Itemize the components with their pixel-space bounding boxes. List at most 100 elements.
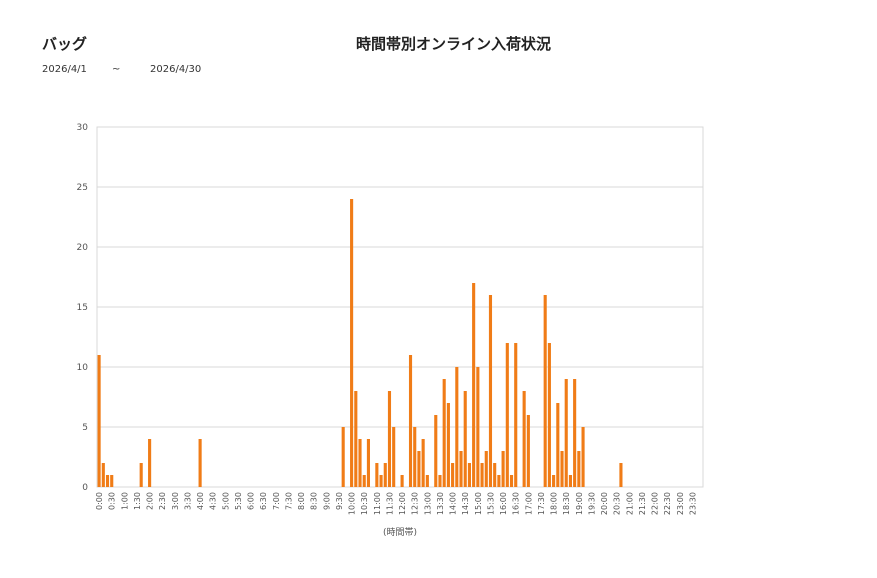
x-tick-label: 11:00 [373,492,382,515]
y-tick-label: 0 [82,483,88,493]
bar [552,475,556,487]
bar [366,439,370,487]
bar [564,379,568,487]
x-tick-label: 7:30 [284,492,293,510]
bar [556,403,560,487]
bar [451,463,455,487]
bar [497,475,501,487]
x-tick-label: 15:30 [486,492,495,515]
x-tick-label: 3:30 [183,492,192,510]
y-tick-label: 15 [77,303,88,313]
x-tick-label: 21:00 [625,492,634,515]
bar [459,451,463,487]
bar [509,475,514,487]
x-tick-label: 18:00 [550,492,559,515]
x-tick-label: 0:30 [108,492,117,510]
bar [358,439,362,487]
x-tick-label: 14:00 [449,492,458,515]
bar [341,427,345,487]
bar [362,475,366,487]
bar [198,439,202,487]
x-tick-label: 8:00 [297,492,306,510]
x-tick-label: 12:30 [411,492,420,515]
bar [417,451,421,487]
x-tick-label: 4:30 [209,492,218,510]
bar [522,391,526,487]
bar [350,199,354,487]
date-to: 2026/4/30 [150,64,202,75]
x-tick-label: 19:00 [575,492,584,515]
x-tick-label: 6:00 [247,492,256,510]
x-tick-label: 17:30 [537,492,546,515]
bar [480,463,484,487]
x-axis-label: (時間帯) [383,526,417,538]
bar [139,463,143,487]
bar [434,415,438,487]
bar [425,475,429,487]
x-tick-label: 22:00 [651,492,660,515]
x-tick-label: 19:30 [587,492,596,515]
y-tick-label: 20 [77,243,89,253]
bar [455,367,459,487]
bar [379,475,383,487]
bar [467,463,471,487]
x-tick-label: 8:30 [310,492,319,510]
y-tick-label: 5 [82,423,88,433]
x-tick-label: 4:00 [196,492,205,510]
x-tick-label: 14:30 [461,492,470,515]
plot-border [96,126,704,488]
x-tick-label: 22:30 [663,492,672,515]
x-tick-label: 2:00 [146,492,155,510]
x-tick-label: 1:00 [120,492,129,510]
x-tick-label: 5:00 [221,492,230,510]
x-tick-label: 16:00 [499,492,508,515]
bar [581,427,585,487]
bar [501,451,505,487]
x-tick-label: 18:30 [562,492,571,515]
bar [446,403,450,487]
bar [472,283,476,487]
bar [421,439,425,487]
x-tick-label: 10:00 [348,492,357,515]
bar [619,463,623,487]
date-from: 2026/4/1 [42,64,87,75]
x-tick-label: 12:00 [398,492,407,515]
bar [547,343,551,487]
page-title: 時間帯別オンライン入荷状況 [355,35,551,53]
bar [505,343,509,487]
x-tick-label: 9:00 [322,492,331,510]
bar [488,295,493,487]
bar [484,451,488,487]
bar [148,439,152,487]
bar [577,451,581,487]
bar [387,391,392,487]
bar [514,343,518,487]
bar [413,427,417,487]
x-tick-label: 1:30 [133,492,142,510]
x-tick-label: 0:00 [95,492,104,510]
bar [408,355,413,487]
bar [105,475,110,487]
x-tick-label: 7:00 [272,492,281,510]
bar [375,463,379,487]
bar [463,391,467,487]
bar [383,463,387,487]
x-tick-label: 3:00 [171,492,180,510]
bar [400,475,404,487]
x-tick-label: 13:00 [423,492,432,515]
bar [110,475,114,487]
bar [476,367,480,487]
x-tick-label: 13:30 [436,492,445,515]
x-tick-label: 23:00 [676,492,685,515]
bar [438,475,442,487]
x-tick-label: 5:30 [234,492,243,510]
x-tick-label: 17:00 [524,492,533,515]
x-tick-label: 20:00 [600,492,609,515]
date-separator: ~ [112,64,121,75]
x-tick-label: 20:30 [613,492,622,515]
bar [97,355,101,487]
bar [568,475,572,487]
bar [354,391,358,487]
y-tick-label: 30 [77,123,89,133]
